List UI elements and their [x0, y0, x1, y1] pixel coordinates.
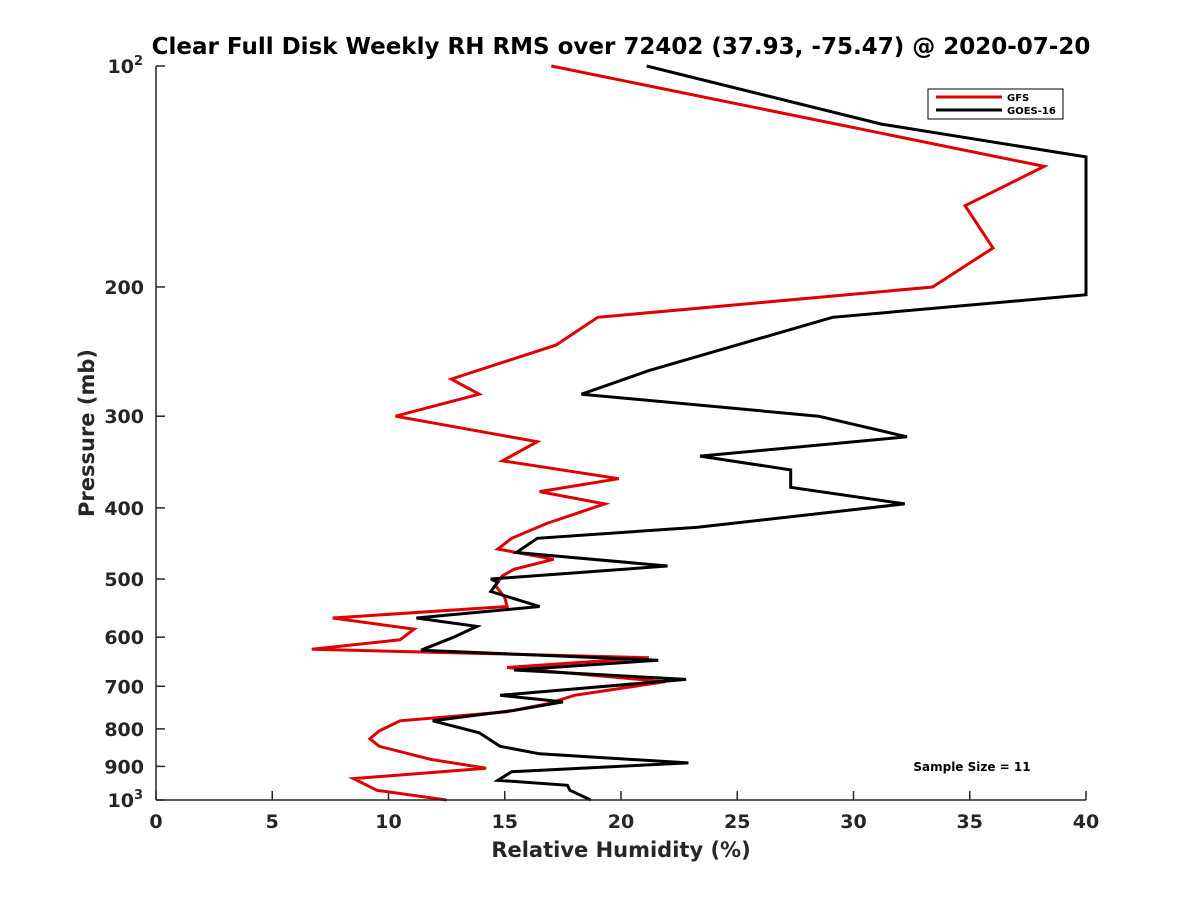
x-tick-label: 35: [957, 811, 983, 833]
x-tick-label: 10: [375, 811, 401, 833]
x-axis-label: Relative Humidity (%): [491, 838, 750, 862]
x-axis-ticks: 0 5 10 15 20 25 30 35 40: [149, 791, 1099, 833]
chart-title: Clear Full Disk Weekly RH RMS over 72402…: [152, 34, 1091, 60]
y-tick-label: 700: [104, 676, 144, 698]
legend: GFS GOES-16: [927, 88, 1064, 120]
y-tick-label: 200: [104, 277, 144, 299]
x-tick-label: 5: [266, 811, 279, 833]
x-tick-label: 20: [608, 811, 634, 833]
series-layer: [311, 64, 1088, 802]
legend-box: [927, 88, 1064, 120]
y-tick-label: 500: [104, 569, 144, 591]
y-tick-exponent: 3: [134, 788, 143, 803]
sample-size-annotation: Sample Size = 11: [913, 760, 1030, 774]
y-tick-label: 10: [108, 790, 134, 812]
y-tick-label: 400: [104, 498, 144, 520]
y-tick-label: 10: [108, 56, 134, 78]
x-tick-label: 15: [492, 811, 518, 833]
x-tick-label: 0: [149, 811, 162, 833]
x-tick-label: 30: [840, 811, 866, 833]
y-tick-label: 900: [104, 756, 144, 778]
y-axis-label: Pressure (mb): [75, 349, 99, 517]
legend-label-goes-16: GOES-16: [1007, 106, 1056, 117]
y-tick-exponent: 2: [134, 54, 143, 69]
y-tick-label: 800: [104, 719, 144, 741]
legend-label-gfs: GFS: [1007, 93, 1029, 104]
x-tick-label: 25: [724, 811, 750, 833]
series-line-goes-16: [416, 64, 1088, 802]
x-tick-label: 40: [1073, 811, 1099, 833]
y-tick-label: 600: [104, 627, 144, 649]
y-tick-label: 300: [104, 406, 144, 428]
